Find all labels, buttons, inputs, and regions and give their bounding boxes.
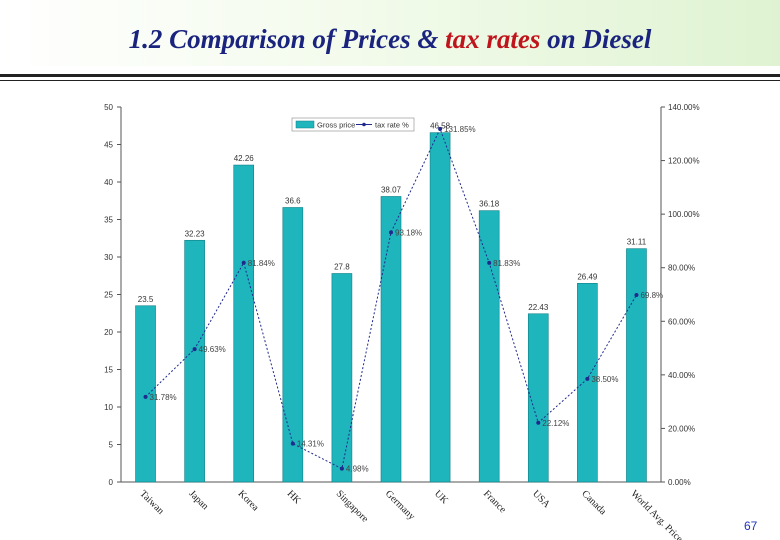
right-tick-label: 100.00% bbox=[668, 210, 700, 219]
right-tick-label: 80.00% bbox=[668, 264, 695, 273]
tax-rate-point bbox=[241, 260, 246, 265]
slide-title: 1.2 Comparison of Prices & tax rates on … bbox=[0, 24, 780, 55]
left-tick-label: 0 bbox=[109, 478, 114, 487]
title-band bbox=[0, 0, 780, 66]
category-label: Singapore bbox=[334, 488, 371, 525]
right-tick-label: 60.00% bbox=[668, 317, 695, 326]
bar-label: 36.6 bbox=[285, 197, 301, 206]
bar-usa bbox=[527, 313, 549, 483]
right-tick-label: 20.00% bbox=[668, 424, 695, 433]
bar-korea bbox=[233, 164, 255, 483]
bar-label: 23.5 bbox=[138, 295, 154, 304]
legend-line-label: tax rate % bbox=[375, 121, 409, 130]
tax-rate-point bbox=[192, 347, 197, 352]
bar-singapore bbox=[331, 273, 353, 483]
bar-label: 27.8 bbox=[334, 263, 350, 272]
left-tick-label: 5 bbox=[109, 441, 114, 450]
category-label: Taiwan bbox=[137, 488, 165, 516]
tax-rate-point bbox=[487, 260, 492, 265]
right-tick-label: 120.00% bbox=[668, 157, 700, 166]
tax-rate-label: 81.84% bbox=[248, 259, 275, 268]
category-label: UK bbox=[432, 488, 451, 507]
left-tick-label: 30 bbox=[104, 253, 113, 262]
bar-germany bbox=[380, 196, 402, 483]
category-label: Canada bbox=[579, 488, 608, 517]
bar-label: 36.18 bbox=[479, 200, 500, 209]
tax-rate-label: 14.31% bbox=[297, 440, 324, 449]
tax-rate-point bbox=[290, 441, 295, 446]
category-label: HK bbox=[285, 488, 304, 507]
category-label: Germany bbox=[383, 488, 417, 522]
left-tick-label: 40 bbox=[104, 178, 113, 187]
bar-japan bbox=[184, 239, 205, 483]
bar-label: 42.26 bbox=[234, 154, 255, 163]
right-tick-label: 140.00% bbox=[668, 103, 700, 112]
tax-rate-label: 93.18% bbox=[395, 228, 422, 237]
left-tick-label: 50 bbox=[104, 103, 113, 112]
left-tick-label: 45 bbox=[104, 141, 113, 150]
bar-france bbox=[478, 210, 500, 483]
right-tick-label: 0.00% bbox=[668, 478, 691, 487]
title-text: 1.2 Comparison of Prices & bbox=[128, 24, 446, 54]
bar-label: 32.23 bbox=[185, 229, 206, 238]
left-tick-label: 35 bbox=[104, 216, 113, 225]
tax-rate-point bbox=[438, 126, 443, 131]
bar-taiwan bbox=[135, 305, 156, 483]
category-label: World Avg. Price bbox=[628, 488, 685, 540]
category-label: Japan bbox=[187, 488, 211, 512]
bar-label: 26.49 bbox=[577, 272, 598, 281]
tax-rate-label: 49.63% bbox=[199, 345, 226, 354]
tax-rate-point bbox=[536, 420, 541, 425]
tax-rate-label: 38.50% bbox=[591, 375, 618, 384]
tax-rate-label: 131.85% bbox=[444, 125, 476, 134]
tax-rate-point bbox=[143, 394, 148, 399]
legend-bar-label: Gross price bbox=[317, 121, 355, 130]
bar-hk bbox=[282, 207, 304, 483]
left-tick-label: 15 bbox=[104, 366, 113, 375]
category-label: France bbox=[481, 488, 508, 515]
legend-bar-swatch bbox=[295, 120, 315, 129]
page-number: 67 bbox=[744, 519, 758, 533]
tax-rate-label: 69.8% bbox=[640, 291, 663, 300]
tax-rate-label: 81.83% bbox=[493, 259, 520, 268]
bar-world-avg-price bbox=[626, 248, 647, 483]
bar-label: 31.11 bbox=[627, 238, 647, 247]
title-rule-thick bbox=[0, 74, 780, 77]
tax-rate-label: 4.98% bbox=[346, 465, 369, 474]
bar-label: 22.43 bbox=[528, 303, 549, 312]
legend-box bbox=[291, 117, 415, 132]
tax-rate-point bbox=[339, 466, 344, 471]
tax-rate-point bbox=[634, 293, 639, 298]
tax-rate-point bbox=[389, 230, 393, 235]
title-text-end: on Diesel bbox=[540, 24, 652, 54]
right-tick-label: 40.00% bbox=[668, 371, 695, 380]
left-tick-label: 25 bbox=[104, 291, 113, 300]
bar-label: 38.07 bbox=[381, 185, 402, 194]
tax-rate-point bbox=[585, 376, 590, 381]
category-label: USA bbox=[530, 488, 552, 510]
bar-label: 46.58 bbox=[430, 122, 451, 131]
bar-canada bbox=[577, 283, 598, 483]
left-tick-label: 10 bbox=[104, 403, 113, 412]
legend-line-marker bbox=[362, 122, 366, 127]
title-rule-thin bbox=[0, 80, 780, 81]
title-highlight: tax rates bbox=[445, 24, 541, 54]
tax-rate-label: 31.78% bbox=[150, 393, 177, 402]
category-label: Korea bbox=[236, 488, 261, 513]
tax-rate-label: 22.12% bbox=[542, 419, 569, 428]
left-tick-label: 20 bbox=[104, 328, 113, 337]
bar-uk bbox=[429, 132, 451, 483]
